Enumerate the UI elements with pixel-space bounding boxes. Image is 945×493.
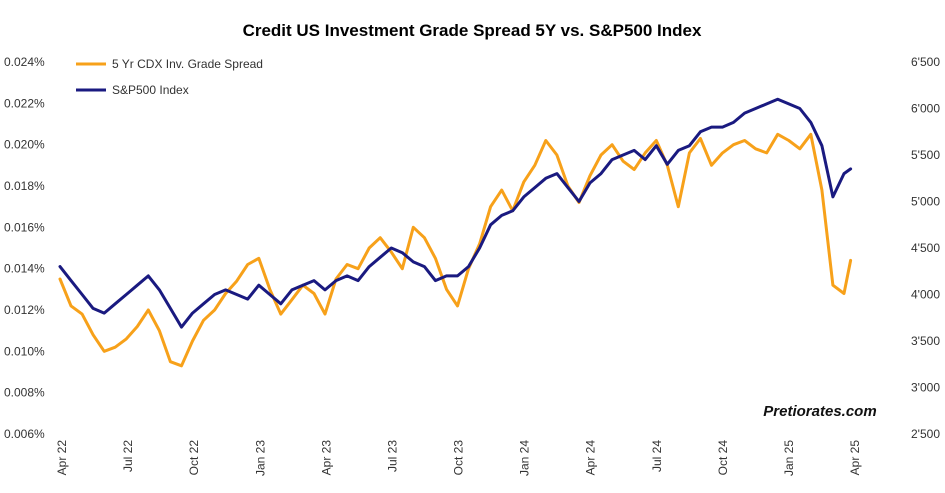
legend: 5 Yr CDX Inv. Grade Spread S&P500 Index (76, 57, 263, 97)
x-axis-ticks: Apr 22 Jul 22 Oct 22 Jan 23 Apr 23 Jul 23 Oct … (55, 440, 862, 476)
x-tick-label: Oct 24 (716, 440, 730, 476)
left-tick-label: 0.010% (4, 344, 45, 358)
x-tick-label: Apr 24 (584, 440, 598, 476)
right-tick-label: 6'000 (911, 102, 940, 116)
right-tick-label: 4'500 (911, 241, 940, 255)
left-tick-label: 0.014% (4, 262, 45, 276)
x-tick-label: Oct 23 (452, 440, 466, 476)
x-tick-label: Apr 23 (319, 440, 333, 476)
x-tick-label: Jan 25 (782, 440, 796, 476)
left-tick-label: 0.006% (4, 427, 45, 441)
left-tick-label: 0.016% (4, 220, 45, 234)
legend-label-cdx: 5 Yr CDX Inv. Grade Spread (112, 57, 263, 71)
right-tick-label: 6'500 (911, 55, 940, 69)
left-tick-label: 0.018% (4, 179, 45, 193)
left-tick-label: 0.012% (4, 303, 45, 317)
left-tick-label: 0.020% (4, 138, 45, 152)
x-tick-label: Oct 22 (187, 440, 201, 476)
right-tick-label: 3'000 (911, 381, 940, 395)
left-tick-label: 0.022% (4, 96, 45, 110)
x-tick-label: Apr 22 (55, 440, 69, 476)
right-tick-label: 2'500 (911, 427, 940, 441)
right-tick-label: 4'000 (911, 288, 940, 302)
x-tick-label: Jul 23 (385, 440, 399, 472)
series-layer (58, 97, 853, 368)
x-tick-label: Apr 25 (848, 440, 862, 476)
x-tick-label: Jul 24 (650, 440, 664, 472)
left-tick-label: 0.008% (4, 386, 45, 400)
right-tick-label: 5'500 (911, 148, 940, 162)
x-tick-label: Jul 22 (121, 440, 135, 472)
x-tick-label: Jan 24 (518, 440, 532, 476)
series-line-cdx (58, 132, 853, 368)
chart-title: Credit US Investment Grade Spread 5Y vs.… (243, 21, 702, 40)
series-line-sp500 (58, 97, 853, 329)
x-tick-label: Jan 23 (253, 440, 267, 476)
right-tick-label: 3'500 (911, 334, 940, 348)
left-tick-label: 0.024% (4, 55, 45, 69)
watermark: Pretiorates.com (763, 403, 876, 420)
right-tick-label: 5'000 (911, 195, 940, 209)
legend-label-sp500: S&P500 Index (112, 83, 189, 97)
left-axis-ticks: 0.006% 0.008% 0.010% 0.012% 0.014% 0.016% 0.01… (4, 55, 45, 441)
right-axis-ticks: 2'500 3'000 3'500 4'000 4'500 5'000 5'500 6'000… (911, 55, 940, 441)
